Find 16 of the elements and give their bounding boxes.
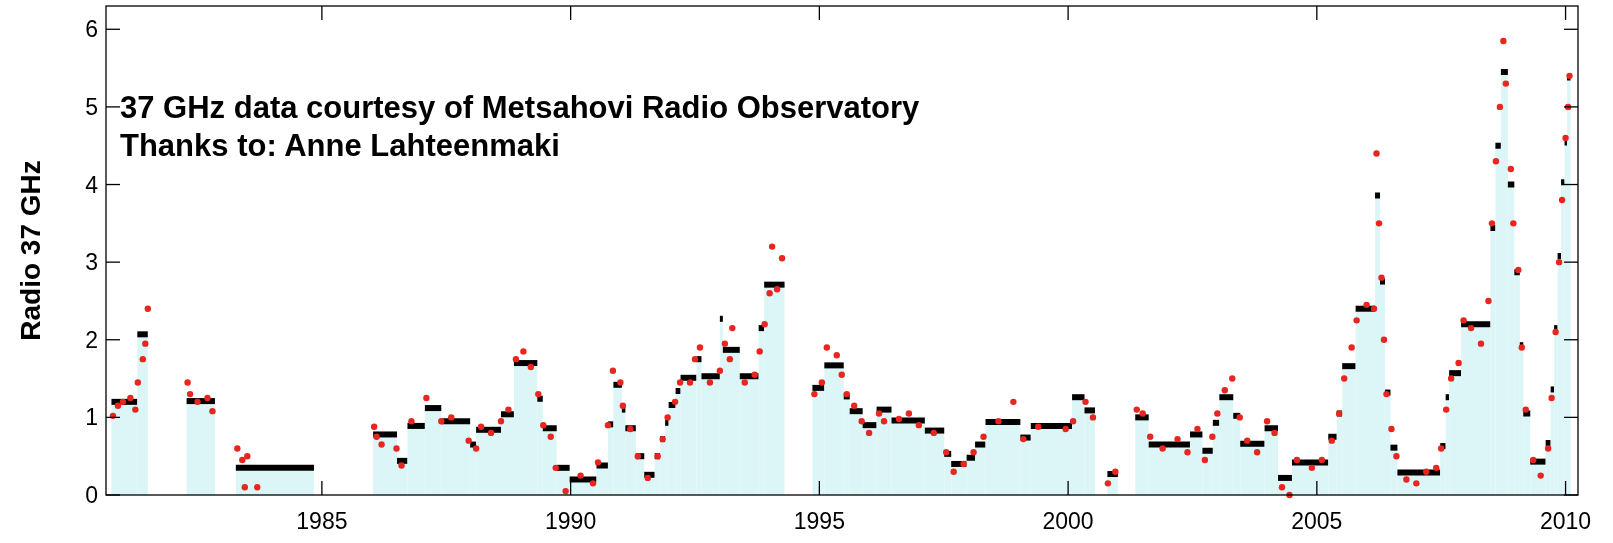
- y-tick-label: 4: [85, 171, 99, 198]
- x-tick-label: 1990: [545, 508, 597, 534]
- y-tick-label: 5: [85, 93, 98, 120]
- y-tick-label: 6: [85, 16, 98, 43]
- y-axis-title: Radio 37 GHz: [15, 160, 46, 341]
- y-tick-label: 2: [85, 326, 98, 353]
- x-tick-label: 2005: [1291, 508, 1343, 534]
- annotation: 37 GHz data courtesy of Metsahovi Radio Observatory: [120, 90, 921, 125]
- x-tick-label: 2000: [1042, 508, 1094, 534]
- y-tick-label: 0: [85, 482, 98, 509]
- x-tick-label: 2010: [1539, 508, 1592, 534]
- x-tick-label: 1985: [296, 508, 348, 534]
- y-tick-label: 1: [85, 404, 98, 431]
- x-tick-label: 1995: [793, 508, 845, 534]
- annotation: Thanks to: Anne Lahteenmaki: [120, 128, 560, 163]
- y-tick-label: 3: [85, 249, 98, 276]
